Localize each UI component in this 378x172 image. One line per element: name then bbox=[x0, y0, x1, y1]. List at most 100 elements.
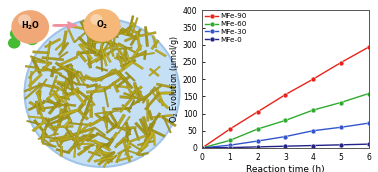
Bar bbox=[43, 100, 67, 107]
Bar bbox=[78, 36, 94, 53]
Circle shape bbox=[18, 14, 31, 26]
Bar bbox=[59, 137, 73, 143]
Bar bbox=[78, 95, 90, 109]
Bar bbox=[94, 127, 106, 136]
Bar bbox=[117, 146, 132, 155]
Bar bbox=[57, 82, 70, 87]
Bar bbox=[117, 156, 133, 162]
Bar bbox=[29, 71, 33, 91]
Bar bbox=[87, 95, 96, 106]
Bar bbox=[112, 37, 115, 51]
Bar bbox=[114, 25, 133, 37]
Bar bbox=[68, 65, 73, 85]
Bar bbox=[31, 58, 42, 74]
Bar bbox=[26, 120, 41, 125]
Bar bbox=[88, 151, 101, 157]
Bar bbox=[126, 84, 133, 95]
Bar bbox=[74, 122, 83, 142]
Bar bbox=[94, 44, 116, 56]
Bar bbox=[36, 91, 45, 112]
Bar bbox=[85, 46, 105, 60]
Bar bbox=[55, 41, 65, 51]
Bar bbox=[86, 89, 104, 94]
Bar bbox=[33, 51, 49, 54]
Bar bbox=[64, 108, 72, 123]
Bar bbox=[62, 102, 68, 113]
Circle shape bbox=[26, 34, 39, 45]
Line: MFe-90: MFe-90 bbox=[200, 45, 371, 150]
Circle shape bbox=[8, 37, 20, 49]
Bar bbox=[153, 135, 156, 146]
Bar bbox=[59, 89, 79, 100]
Bar bbox=[147, 112, 161, 131]
Bar bbox=[86, 30, 92, 50]
Circle shape bbox=[90, 14, 102, 25]
MFe-60 bbox=[256, 128, 260, 130]
MFe-90 bbox=[311, 78, 315, 80]
Bar bbox=[95, 114, 108, 123]
MFe-90 bbox=[339, 62, 343, 64]
Bar bbox=[96, 146, 113, 163]
MFe-30 bbox=[283, 136, 288, 138]
Bar bbox=[98, 41, 105, 55]
Bar bbox=[113, 71, 129, 85]
Bar bbox=[45, 136, 57, 139]
Bar bbox=[41, 62, 51, 71]
Bar bbox=[144, 26, 149, 47]
Bar bbox=[96, 132, 113, 142]
Bar bbox=[62, 31, 68, 49]
Bar bbox=[35, 101, 40, 115]
Bar bbox=[53, 115, 65, 135]
Bar bbox=[115, 153, 122, 163]
Bar bbox=[28, 73, 43, 87]
Bar bbox=[60, 85, 68, 95]
Bar bbox=[75, 84, 88, 86]
Bar bbox=[62, 84, 80, 94]
Bar bbox=[147, 123, 153, 134]
Bar bbox=[36, 69, 57, 71]
Bar bbox=[109, 112, 121, 129]
Bar bbox=[52, 125, 73, 128]
Bar bbox=[163, 116, 172, 133]
Bar bbox=[138, 152, 149, 156]
Bar bbox=[46, 41, 51, 61]
Bar bbox=[95, 86, 111, 89]
Bar bbox=[97, 147, 111, 162]
Bar bbox=[67, 136, 84, 153]
Text: $\mathbf{O_2}$: $\mathbf{O_2}$ bbox=[96, 18, 108, 31]
Bar bbox=[140, 136, 153, 147]
Bar bbox=[107, 132, 118, 146]
Bar bbox=[41, 130, 45, 143]
Bar bbox=[79, 71, 86, 81]
Legend: MFe-90, MFe-60, MFe-30, MFe-0: MFe-90, MFe-60, MFe-30, MFe-0 bbox=[204, 13, 247, 44]
MFe-0 bbox=[283, 145, 288, 147]
Bar bbox=[48, 111, 67, 122]
Bar bbox=[82, 97, 93, 118]
Bar bbox=[46, 97, 61, 108]
Bar bbox=[51, 63, 72, 73]
MFe-0 bbox=[311, 144, 315, 147]
Bar bbox=[156, 91, 174, 95]
Bar bbox=[109, 29, 132, 37]
Bar bbox=[106, 28, 127, 34]
Bar bbox=[74, 69, 86, 86]
MFe-90 bbox=[283, 94, 288, 96]
Bar bbox=[78, 102, 86, 111]
Bar bbox=[144, 133, 151, 142]
Line: MFe-30: MFe-30 bbox=[200, 121, 371, 150]
Bar bbox=[85, 27, 97, 46]
Bar bbox=[144, 121, 156, 141]
Circle shape bbox=[10, 28, 22, 39]
Bar bbox=[49, 75, 58, 95]
Bar bbox=[101, 56, 103, 71]
MFe-90 bbox=[256, 111, 260, 113]
Bar bbox=[89, 39, 100, 48]
Bar bbox=[87, 145, 101, 162]
MFe-60 bbox=[366, 93, 371, 95]
Bar bbox=[130, 18, 138, 37]
Bar bbox=[130, 88, 138, 98]
Bar bbox=[101, 151, 115, 159]
Bar bbox=[60, 146, 63, 156]
Bar bbox=[152, 36, 157, 48]
Bar bbox=[135, 32, 141, 51]
